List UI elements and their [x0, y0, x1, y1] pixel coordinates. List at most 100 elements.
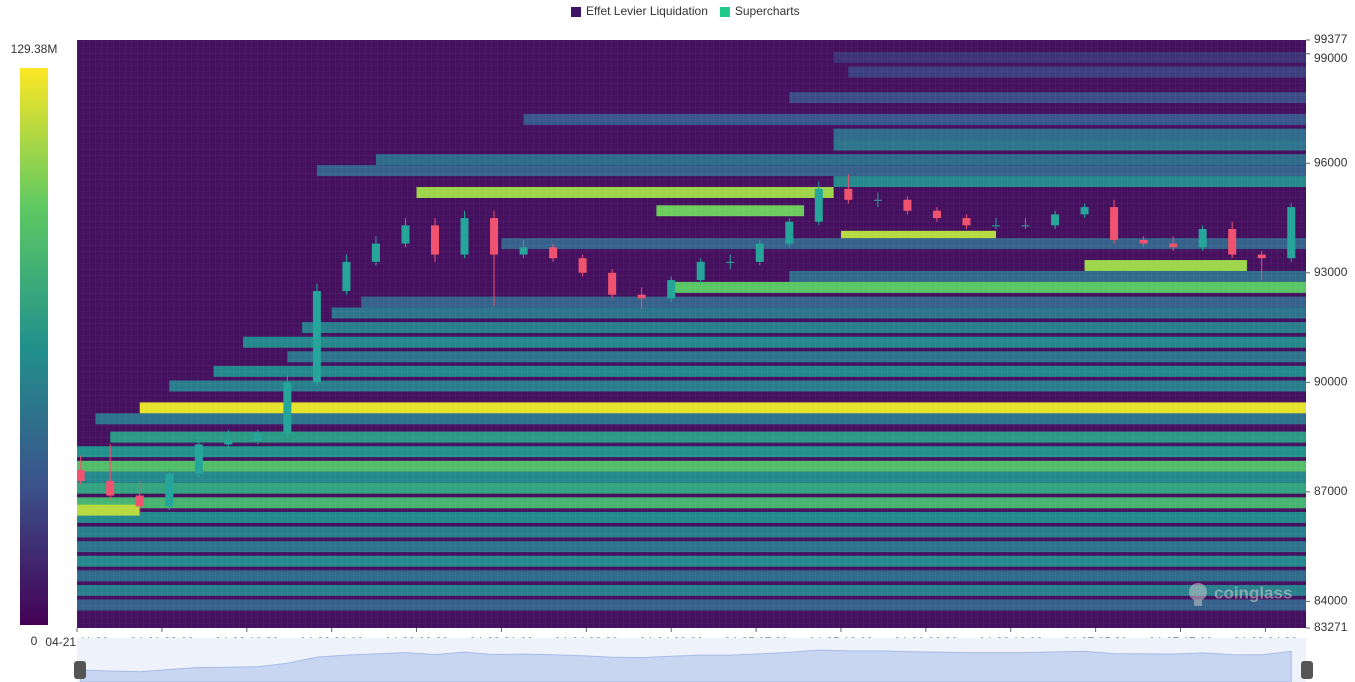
heat-band: [77, 504, 140, 516]
heat-band: [77, 482, 1306, 494]
heat-band: [77, 555, 1306, 567]
heat-band: [77, 570, 1306, 582]
candle-body: [1287, 207, 1296, 259]
candle-body: [165, 473, 174, 507]
y-tick-label: 99000: [1314, 51, 1348, 65]
heat-band: [77, 599, 1306, 611]
candle-body: [1169, 243, 1178, 248]
heat-band: [77, 471, 1306, 483]
heat-band: [77, 541, 1306, 553]
candle-body: [1257, 254, 1266, 259]
y-tick-label: 87000: [1314, 484, 1348, 498]
heat-band: [656, 205, 805, 217]
candle-body: [106, 480, 115, 496]
heat-band: [77, 497, 1306, 509]
y-tick-label: 90000: [1314, 375, 1348, 389]
heat-band: [243, 336, 1306, 348]
candle-body: [962, 218, 971, 226]
candle-body: [253, 433, 262, 441]
heat-band: [169, 380, 1306, 392]
heat-band: [833, 139, 1306, 151]
candle-body: [283, 382, 292, 434]
candle-body: [1110, 207, 1119, 240]
legend-label: Effet Levier Liquidation: [586, 4, 708, 18]
heat-band: [331, 307, 1306, 319]
y-tick-label: 83271: [1314, 620, 1348, 634]
candle-body: [312, 291, 321, 383]
y-tick-label: 93000: [1314, 265, 1348, 279]
candle-body: [608, 272, 617, 295]
heat-band: [848, 66, 1306, 78]
heat-band: [833, 128, 1306, 140]
heat-band: [95, 413, 1306, 425]
candles: [77, 174, 1296, 514]
colorbar-max-label: 129.38M: [11, 42, 58, 56]
candle-body: [549, 247, 558, 259]
heat-band: [77, 446, 1306, 458]
heat-band: [789, 270, 1306, 282]
candle-body: [755, 243, 764, 262]
plot-background: [77, 40, 1306, 628]
candle-body: [578, 258, 587, 273]
candle-body: [1139, 239, 1148, 244]
candle-body: [785, 221, 794, 244]
candle-body: [903, 199, 912, 211]
candle-body: [932, 210, 941, 219]
candle-body: [401, 225, 410, 244]
candle-body: [667, 280, 676, 299]
heat-band: [77, 460, 1306, 472]
legend-label: Supercharts: [735, 4, 800, 18]
candle-body: [873, 199, 882, 201]
legend: Effet Levier Liquidation Supercharts: [571, 4, 800, 18]
candle-body: [814, 188, 823, 222]
candle-body: [844, 188, 853, 200]
candle-body: [726, 261, 735, 263]
candle-body: [1051, 214, 1060, 226]
heat-band: [833, 51, 1306, 63]
heat-band: [361, 296, 1306, 308]
watermark-text: coinglass: [1214, 583, 1292, 602]
heat-band: [77, 584, 1306, 596]
candle-body: [991, 225, 1000, 227]
heat-band: [789, 92, 1306, 104]
candle-body: [224, 440, 233, 445]
candle-body: [77, 469, 85, 481]
y-tick-label: 96000: [1314, 155, 1348, 169]
heat-band: [671, 281, 1306, 293]
candle-body: [371, 243, 380, 262]
navigator-area: [80, 649, 1292, 682]
y-tick-label: 99377: [1314, 32, 1348, 46]
candle-body: [1228, 229, 1237, 255]
heat-band: [501, 238, 1306, 250]
candle-body: [1080, 207, 1089, 215]
navigator-handle-left[interactable]: [74, 661, 86, 679]
legend-swatch: [571, 7, 581, 17]
candle-body: [1198, 229, 1207, 248]
legend-swatch: [719, 7, 730, 17]
watermark: coinglass: [1189, 583, 1292, 606]
colorbar-min-label: 0: [31, 634, 38, 648]
candle-body: [696, 261, 705, 281]
heat-band: [77, 526, 1306, 538]
candle-body: [460, 218, 469, 255]
heat-band: [287, 351, 1306, 363]
heat-band: [1084, 260, 1247, 271]
heat-band: [139, 402, 1306, 414]
navigator-handle-right[interactable]: [1301, 661, 1313, 679]
heat-band: [523, 114, 1306, 125]
candle-body: [135, 495, 144, 507]
heat-band: [833, 176, 1306, 188]
navigator-series: [80, 649, 1292, 682]
heat-band: [375, 154, 1306, 166]
colorbar: [20, 68, 48, 625]
heat-band: [316, 165, 1306, 177]
candle-body: [637, 294, 646, 299]
candle-body: [519, 247, 528, 255]
heat-band: [416, 187, 834, 198]
heat-band: [77, 511, 1306, 523]
candle-body: [342, 261, 351, 292]
candle-body: [430, 225, 439, 255]
heat-band: [213, 365, 1306, 377]
y-tick-label: 84000: [1314, 594, 1348, 608]
